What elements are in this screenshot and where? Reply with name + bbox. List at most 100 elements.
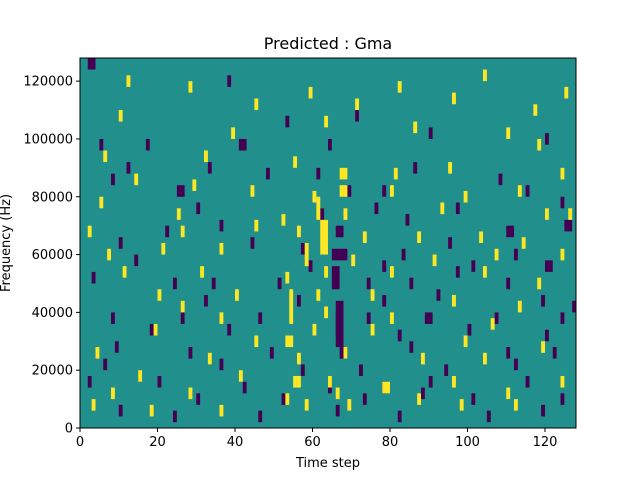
heatmap-cell-high [235,289,239,301]
heatmap-cell-low [173,277,177,290]
heatmap-cell-high [362,231,367,243]
heatmap-cell-high [304,243,309,267]
heatmap-cell-high [188,387,193,400]
heatmap-cell-high [355,98,360,111]
heatmap-cell-low [157,375,162,388]
heatmap-cell-high [180,225,185,238]
heatmap-cell-high [448,162,453,174]
heatmap-cell-low [335,225,344,238]
heatmap-cell-high [153,323,158,336]
heatmap-cell-high [188,81,193,93]
heatmap-cell-high [483,266,487,278]
heatmap-cell-high [463,190,468,203]
heatmap-cell-low [165,225,170,238]
heatmap-cell-high [324,266,329,278]
heatmap-cell-high [324,306,329,319]
heatmap-cell-low [494,312,499,324]
heatmap-cell-low [436,289,441,301]
heatmap-cell-high [452,295,456,307]
heatmap-cell-low [145,138,150,151]
heatmap-cell-low [316,167,321,180]
heatmap-cell-low [514,358,518,371]
heatmap-cell-high [324,115,329,128]
heatmap-cell-low [266,167,270,180]
y-tick-label: 80000 [32,190,73,205]
heatmap-cell-low [366,277,371,290]
heatmap-cell-high [281,214,286,226]
y-tick-label: 40000 [32,306,73,321]
heatmap-cell-low [227,323,232,336]
heatmap-cell-low [362,393,367,405]
heatmap-cell-low [455,202,460,215]
heatmap-cell-high [533,104,538,116]
heatmap-cell-low [355,110,360,122]
heatmap-cell-low [238,138,247,151]
heatmap-cell-low [204,295,208,307]
heatmap-cell-high [293,375,301,388]
heatmap-cell-high [312,190,317,203]
heatmap-cell-low [328,138,332,151]
heatmap-cell-high [545,208,549,220]
heatmap-cell-low [560,393,565,405]
heatmap-cell-low [471,393,476,405]
heatmap-cell-low [335,312,344,348]
heatmap-cell-high [506,127,511,139]
heatmap-cell-low [541,295,546,307]
heatmap-cell-low [471,260,476,272]
heatmap-cell-high [207,352,212,365]
heatmap-cell-low [401,248,406,261]
heatmap-cell-low [424,312,433,324]
heatmap-cell-high [506,387,511,400]
y-tick-label: 0 [65,422,73,437]
heatmap-cell-high [304,399,309,411]
heatmap-cell-low [545,260,553,272]
heatmap-cell-high [397,81,402,93]
heatmap-cell-high [541,341,546,353]
heatmap-cell-high [320,219,328,255]
heatmap-cell-high [219,243,224,255]
y-tick-label: 20000 [32,364,73,379]
heatmap-cell-high [285,393,290,405]
heatmap-cell-high [219,404,224,417]
heatmap-cell-high [180,300,185,313]
heatmap-cell-high [494,248,499,261]
heatmap-cell-low [506,277,511,290]
heatmap-cell-low [545,133,549,145]
heatmap-cell-low [242,381,247,394]
heatmap-cell-low [467,323,472,336]
heatmap-cell-low [111,173,115,186]
heatmap-cell-high [285,271,290,284]
heatmap-cell-low [180,312,185,324]
heatmap-cell-high [297,352,301,365]
heatmap-cell-high [343,347,348,359]
heatmap-cell-low [560,312,565,324]
heatmap-cell-high [107,248,112,261]
heatmap-cell-high [421,352,425,365]
heatmap-cell-low [114,341,119,353]
heatmap-cell-low [111,312,115,324]
heatmap-cell-high [339,167,348,180]
heatmap-cell-low [397,410,402,423]
heatmap-cell-high [370,323,375,336]
heatmap-cell-high [87,225,92,238]
heatmap-cell-low [308,260,313,272]
heatmap-cell-low [258,410,263,423]
x-tick-label: 40 [227,435,244,450]
heatmap-cell-low [331,266,340,290]
heatmap-cell-low [409,277,414,290]
heatmap-cell-high [382,381,390,394]
heatmap-cell-high [204,150,208,163]
heatmap-cell-low [428,375,433,388]
y-tick-label: 120000 [23,75,73,90]
heatmap-cell-low [219,219,224,232]
heatmap-cell-high [417,393,422,405]
heatmap-cell-high [479,231,484,243]
heatmap-cell-high [308,86,313,99]
heatmap-cell-low [382,295,387,307]
y-axis-label: Frequency (Hz) [0,194,14,292]
heatmap-cell-high [192,179,197,191]
heatmap-cell-high [134,173,139,186]
heatmap-cell-low [99,138,104,151]
heatmap-cell-high [238,370,243,382]
